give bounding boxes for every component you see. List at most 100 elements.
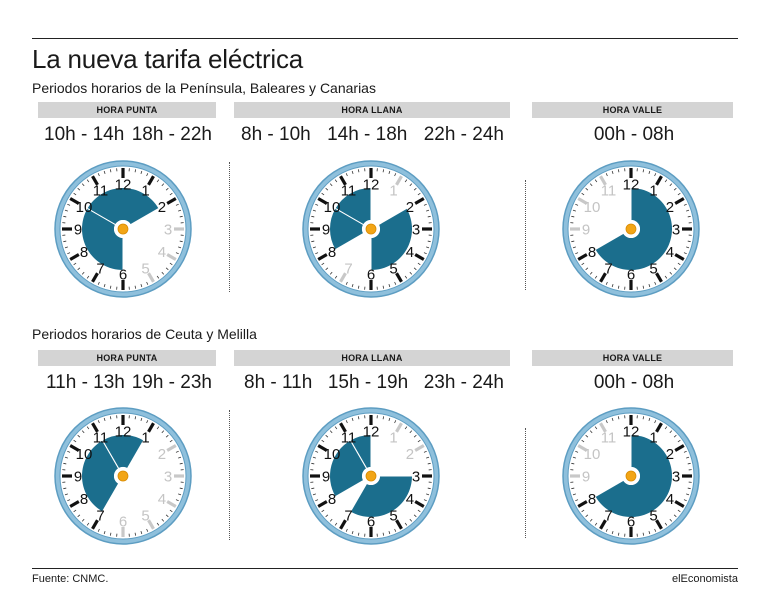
minute-tick bbox=[686, 246, 690, 249]
minute-tick bbox=[417, 192, 421, 196]
minute-tick bbox=[642, 169, 645, 173]
hour-tick bbox=[69, 500, 80, 508]
minute-tick bbox=[388, 284, 391, 288]
highlight-sector bbox=[595, 188, 672, 270]
minute-tick bbox=[146, 528, 149, 532]
minute-tick bbox=[669, 183, 673, 187]
range-text: 14h - 18h bbox=[327, 124, 408, 145]
hour-numeral: 8 bbox=[588, 491, 596, 508]
minute-tick bbox=[605, 173, 608, 177]
hour-numeral: 11 bbox=[341, 430, 357, 447]
hour-numeral: 5 bbox=[649, 507, 657, 524]
hour-numeral: 7 bbox=[604, 260, 612, 277]
minute-tick bbox=[165, 187, 169, 191]
hour-tick bbox=[599, 519, 607, 530]
hour-tick bbox=[599, 422, 607, 433]
minute-tick bbox=[86, 179, 90, 183]
minute-tick bbox=[178, 456, 182, 459]
minute-tick bbox=[156, 179, 160, 183]
hour-tick bbox=[339, 175, 347, 186]
minute-tick bbox=[648, 417, 651, 421]
hour-tick bbox=[91, 272, 99, 283]
band-hora-punta-1: HORA PUNTA bbox=[38, 102, 216, 118]
minute-tick bbox=[134, 169, 137, 173]
hour-tick bbox=[655, 422, 663, 433]
minute-tick bbox=[572, 209, 576, 212]
hour-numeral: 1 bbox=[389, 430, 397, 447]
minute-tick bbox=[86, 522, 90, 526]
divider bbox=[525, 428, 526, 538]
minute-tick bbox=[669, 271, 673, 275]
minute-tick bbox=[77, 514, 81, 518]
hour-numeral: 4 bbox=[406, 244, 414, 261]
center-dot bbox=[625, 223, 637, 235]
minute-tick bbox=[589, 430, 593, 434]
highlight-sector bbox=[81, 208, 123, 270]
hour-numeral: 4 bbox=[158, 244, 166, 261]
hour-numeral: 12 bbox=[115, 177, 132, 194]
minute-tick bbox=[73, 509, 77, 513]
minute-tick bbox=[669, 518, 673, 522]
hour-tick bbox=[577, 500, 588, 508]
center-dot bbox=[117, 470, 129, 482]
minute-tick bbox=[175, 450, 179, 453]
minute-tick bbox=[357, 285, 360, 289]
minute-tick bbox=[673, 434, 677, 438]
minute-tick bbox=[329, 183, 333, 187]
hour-tick bbox=[166, 253, 177, 261]
brand-logo: elEconomista bbox=[671, 573, 738, 585]
hour-numeral: 7 bbox=[96, 507, 104, 524]
minute-tick bbox=[427, 487, 431, 490]
hour-numeral: 12 bbox=[115, 424, 132, 441]
minute-tick bbox=[63, 487, 67, 490]
section-subtitle-ceuta-melilla: Periodos horarios de Ceuta y Melilla bbox=[32, 326, 257, 342]
range-text: 00h - 08h bbox=[593, 372, 675, 393]
hour-tick bbox=[69, 253, 80, 261]
band-hora-valle-2: HORA VALLE bbox=[532, 350, 733, 366]
minute-tick bbox=[312, 246, 316, 249]
minute-tick bbox=[315, 450, 319, 453]
minute-tick bbox=[334, 275, 338, 279]
minute-tick bbox=[669, 430, 673, 434]
hour-numeral: 2 bbox=[158, 446, 166, 463]
minute-tick bbox=[617, 532, 620, 536]
hour-numeral: 6 bbox=[367, 267, 375, 284]
hour-tick bbox=[317, 253, 328, 261]
minute-tick bbox=[329, 430, 333, 434]
minute-tick bbox=[179, 240, 183, 243]
hour-numeral: 6 bbox=[627, 514, 635, 531]
hour-numeral: 8 bbox=[588, 244, 596, 261]
minute-tick bbox=[179, 215, 183, 218]
minute-tick bbox=[156, 426, 160, 430]
range-text: 22h - 24h bbox=[423, 124, 504, 145]
highlight-sector bbox=[595, 435, 672, 517]
hour-tick bbox=[317, 197, 328, 205]
minute-tick bbox=[345, 281, 348, 285]
hour-tick bbox=[414, 444, 425, 452]
minute-tick bbox=[146, 420, 149, 424]
minute-tick bbox=[134, 285, 137, 289]
hour-numeral: 1 bbox=[141, 430, 149, 447]
hour-numeral: 2 bbox=[666, 199, 674, 216]
minute-tick bbox=[423, 450, 427, 453]
minute-tick bbox=[581, 192, 585, 196]
hour-numeral: 6 bbox=[627, 267, 635, 284]
divider bbox=[525, 180, 526, 290]
range-text: 23h - 24h bbox=[423, 372, 504, 393]
minute-tick bbox=[589, 271, 593, 275]
minute-tick bbox=[311, 462, 315, 465]
hour-numeral: 3 bbox=[412, 469, 420, 486]
minute-tick bbox=[312, 456, 316, 459]
minute-tick bbox=[175, 252, 179, 255]
hour-numeral: 8 bbox=[80, 244, 88, 261]
minute-tick bbox=[687, 240, 691, 243]
hour-tick bbox=[655, 175, 663, 186]
hour-tick bbox=[655, 272, 663, 283]
minute-tick bbox=[161, 430, 165, 434]
minute-tick bbox=[97, 281, 100, 285]
minute-tick bbox=[77, 267, 81, 271]
minute-tick bbox=[575, 499, 579, 502]
